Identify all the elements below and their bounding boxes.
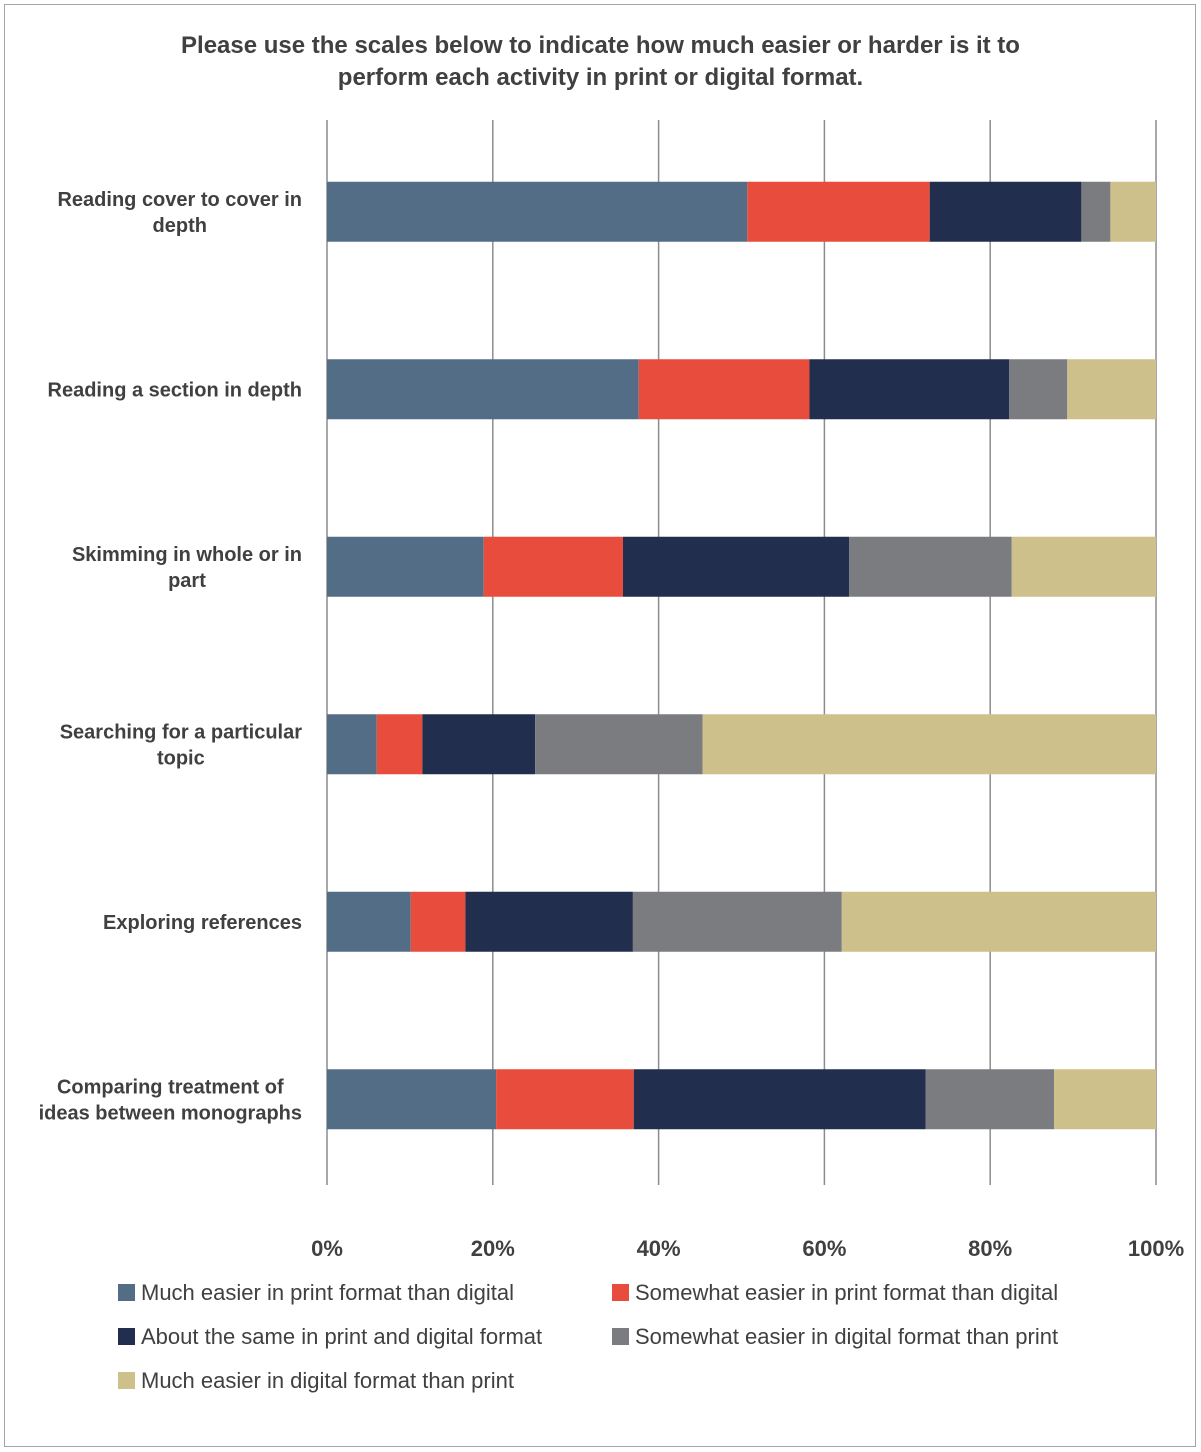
category-label-5: Comparing treatment of ideas between mono… — [39, 1076, 302, 1124]
category-label-1: Reading a section in depth — [48, 379, 302, 401]
x-tick-label-2: 40% — [637, 1236, 681, 1261]
legend-swatch-1 — [612, 1284, 629, 1301]
x-tick-label-1: 20% — [471, 1236, 515, 1261]
legend-swatch-0 — [118, 1284, 135, 1301]
bar-cat4-series3 — [632, 891, 842, 952]
gridlines — [326, 120, 1157, 1185]
bar-series — [327, 181, 1156, 1130]
bar-cat1-series3 — [1009, 359, 1068, 420]
bar-cat0-series3 — [1081, 181, 1111, 242]
legend-label-4: Much easier in digital format than print — [141, 1368, 514, 1393]
legend-label-2: About the same in print and digital form… — [141, 1324, 543, 1349]
chart-title-line-1: Please use the scales below to indicate … — [181, 32, 1020, 59]
bar-cat2-series0 — [327, 536, 484, 597]
legend-item-3: Somewhat easier in digital format than p… — [612, 1324, 1058, 1350]
bar-cat3-series2 — [422, 714, 536, 775]
bar-cat2-series2 — [622, 536, 850, 597]
bar-cat4-series2 — [465, 891, 633, 952]
legend-label-3: Somewhat easier in digital format than p… — [635, 1324, 1059, 1349]
bar-cat1-series1 — [638, 359, 810, 420]
x-tick-label-3: 60% — [802, 1236, 846, 1261]
bar-cat2-series3 — [849, 536, 1012, 597]
bar-cat3-series0 — [327, 714, 377, 775]
x-tick-label-5: 100% — [1128, 1236, 1184, 1261]
legend-label-0: Much easier in print format than digital — [141, 1280, 514, 1305]
bar-cat4-series0 — [327, 891, 411, 952]
bar-cat2-series4 — [1011, 536, 1156, 597]
bar-cat1-series0 — [327, 359, 639, 420]
bar-cat2-series1 — [483, 536, 623, 597]
legend-swatch-3 — [612, 1328, 629, 1345]
bar-cat5-series3 — [925, 1069, 1055, 1130]
x-tick-labels: 0% 20% 40% 60% 80% 100% — [311, 1236, 1184, 1261]
bar-cat0-series0 — [327, 181, 748, 242]
bar-cat4-series1 — [410, 891, 466, 952]
legend-item-0: Much easier in print format than digital — [118, 1280, 514, 1306]
category-label-4: Exploring references — [103, 912, 302, 934]
bar-cat1-series2 — [809, 359, 1010, 420]
legend-swatch-2 — [118, 1328, 135, 1345]
category-label-3: Searching for a particular topic — [60, 721, 303, 769]
x-tick-label-0: 0% — [311, 1236, 343, 1261]
bar-cat4-series4 — [841, 891, 1156, 952]
bar-cat0-series1 — [747, 181, 930, 242]
legend-item-1: Somewhat easier in print format than dig… — [612, 1280, 1058, 1306]
bar-cat1-series4 — [1067, 359, 1156, 420]
category-label-0: Reading cover to cover in depth — [57, 189, 302, 237]
bar-cat3-series3 — [535, 714, 703, 775]
bar-cat5-series2 — [633, 1069, 926, 1130]
category-label-2: Skimming in whole or in part — [72, 544, 302, 592]
chart-title: Please use the scales below to indicate … — [0, 30, 1201, 94]
bar-cat3-series4 — [702, 714, 1156, 775]
x-tick-label-4: 80% — [968, 1236, 1012, 1261]
bar-cat0-series2 — [929, 181, 1082, 242]
bar-cat5-series1 — [496, 1069, 634, 1130]
bar-cat5-series0 — [327, 1069, 497, 1130]
bar-cat5-series4 — [1054, 1069, 1156, 1130]
legend-label-1: Somewhat easier in print format than dig… — [635, 1280, 1059, 1305]
legend-item-4: Much easier in digital format than print — [118, 1368, 514, 1394]
bar-cat0-series4 — [1110, 181, 1156, 242]
bar-cat3-series1 — [376, 714, 423, 775]
chart-title-line-2: perform each activity in print or digita… — [337, 64, 864, 91]
legend-item-2: About the same in print and digital form… — [118, 1324, 542, 1350]
category-labels: Reading cover to cover in depth Reading a … — [39, 189, 303, 1125]
legend-swatch-4 — [118, 1372, 135, 1389]
